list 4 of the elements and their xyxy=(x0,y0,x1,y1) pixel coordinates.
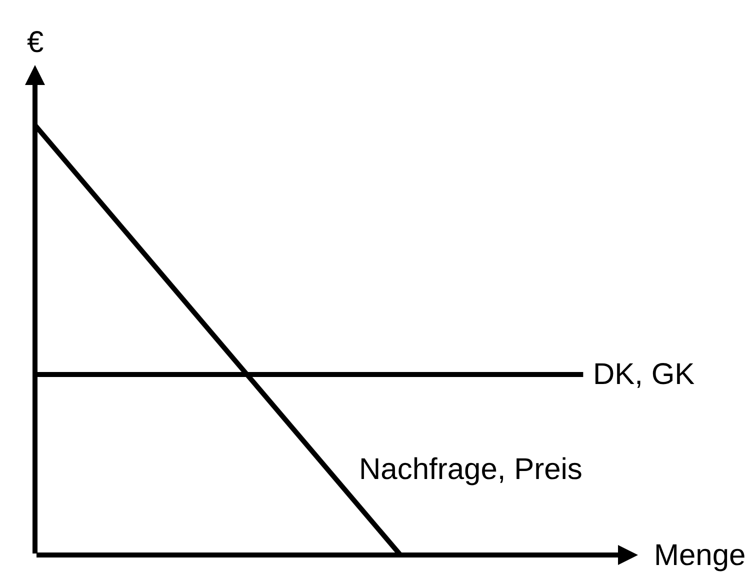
x-axis-title: Menge xyxy=(654,539,746,572)
series-label: DK, GK xyxy=(593,358,695,391)
y-axis-title: € xyxy=(27,26,44,59)
series-label: Nachfrage, Preis xyxy=(359,453,582,486)
